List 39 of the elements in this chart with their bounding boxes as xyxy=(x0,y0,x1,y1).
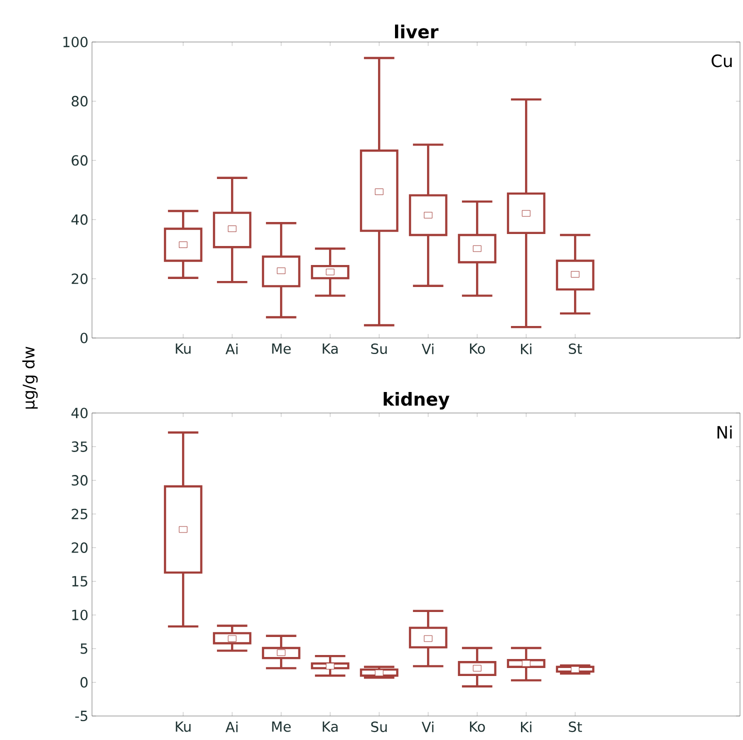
x-tick-label: Ko xyxy=(470,344,485,354)
text: Ni xyxy=(718,426,732,438)
y-tick-label: 20 xyxy=(72,274,88,284)
chart-title: liver xyxy=(395,24,438,38)
x-tick-label: Ku xyxy=(176,344,191,354)
y-tick-label: 35 xyxy=(72,441,88,452)
y-tick-label: 0 xyxy=(80,332,88,344)
x-tick-label: Ai xyxy=(226,722,238,732)
x-tick-label: Ka xyxy=(322,344,338,354)
y-tick-label: 0 xyxy=(80,677,88,688)
y-tick-label: 15 xyxy=(72,576,88,587)
text: Cu xyxy=(712,54,732,68)
x-tick-label: Ka xyxy=(322,722,338,732)
x-tick-label: Vi xyxy=(422,344,434,354)
y-tick-label: 20 xyxy=(72,542,88,553)
x-tick-label: Su xyxy=(371,722,387,732)
x-tick-label: St xyxy=(568,344,582,354)
chart-title: kidney xyxy=(384,392,450,410)
y-tick-label: 40 xyxy=(71,214,88,225)
y-tick-label: 30 xyxy=(72,475,88,486)
y-tick-label: 10 xyxy=(72,610,88,620)
y-tick-label: 60 xyxy=(72,155,88,166)
x-tick-label: Ki xyxy=(521,722,532,732)
x-tick-label: Me xyxy=(272,344,291,354)
x-tick-label: Ai xyxy=(226,344,238,354)
y-tick-label: 40 xyxy=(71,408,88,418)
x-tick-label: Su xyxy=(371,344,387,354)
x-tick-label: Me xyxy=(272,722,291,732)
x-tick-label: Ku xyxy=(176,722,191,732)
y-tick-label: 25 xyxy=(72,508,88,520)
x-tick-label: Ko xyxy=(470,722,485,732)
x-tick-label: Ki xyxy=(521,344,532,354)
y-axis-title: µg/g dw xyxy=(22,346,38,409)
y-tick-label: 100 xyxy=(63,36,88,48)
y-tick-label: -5 xyxy=(75,710,88,722)
x-tick-label: Vi xyxy=(422,722,434,732)
y-tick-label: 5 xyxy=(80,643,88,654)
x-tick-label: St xyxy=(568,722,582,732)
y-tick-label: 80 xyxy=(72,96,88,106)
